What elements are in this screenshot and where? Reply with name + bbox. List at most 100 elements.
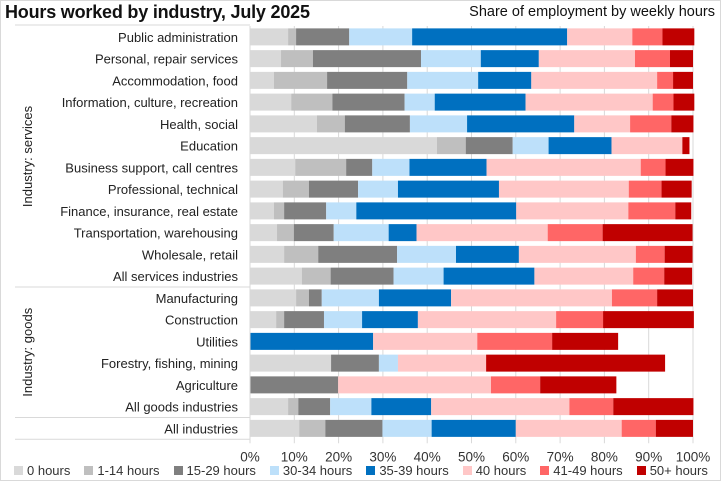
bar-segment [552,332,619,350]
bar-segment [630,115,672,133]
x-tick-label: 70% [547,449,574,464]
legend-swatch [540,466,550,475]
bar-segment [250,115,317,133]
bar-segment [477,332,553,350]
legend-item: 0 hours [14,463,70,478]
bar-segment [632,28,663,46]
legend: 0 hours 1-14 hours 15-29 hours 30-34 hours 3… [14,463,721,478]
bar-segment [436,137,466,155]
bar-segment [417,311,557,329]
bar-segment [657,71,674,89]
group-label: Industry: services [20,105,35,207]
bar-segment [296,28,350,46]
bar-segment [652,93,674,111]
bar-segment [331,354,379,372]
bar-segment [431,398,570,416]
bar-segment [281,50,313,68]
legend-label: 1-14 hours [97,463,160,478]
bar-segment [673,71,693,89]
bar-segment [409,115,468,133]
group-label: Industry: goods [20,307,35,396]
bar-segment [250,419,300,437]
legend-item: 1-14 hours [84,463,160,478]
bar-segment [407,71,479,89]
category-label: Agriculture [176,378,238,393]
bar-segment [397,354,487,372]
bar-segment [250,93,292,111]
legend-swatch [14,466,23,475]
bar-segment [661,180,692,198]
category-label: Business support, call centres [65,160,238,175]
bar-segment [675,202,692,220]
bar-segment [273,71,328,89]
bar-segment [250,245,285,263]
bar-segment [250,267,302,285]
legend-item: 15-29 hours [173,463,256,478]
legend-label: 35-39 hours [379,463,449,478]
category-label: Forestry, fishing, mining [101,356,238,371]
bar-segment [397,245,456,263]
bar-segment [478,71,532,89]
bar-segment [416,224,548,242]
bar-segment [431,419,516,437]
bar-segment [388,224,417,242]
bar-segment [611,289,658,307]
category-label: All industries [164,421,238,436]
bar-segment [534,267,634,285]
bar-segment [655,419,693,437]
bar-segment [325,419,383,437]
bar-segment [288,398,299,416]
bar-segment [298,398,331,416]
legend-label: 40 hours [475,463,527,478]
bar-segment [250,332,374,350]
legend-swatch [173,466,183,475]
bar-segment [633,267,665,285]
bar-segment [250,50,282,68]
legend-item: 30-34 hours [269,463,352,478]
bar-segment [611,137,683,155]
bar-segment [662,28,695,46]
x-tick-label: 100% [676,449,711,464]
category-label: Utilities [196,334,238,349]
category-label: Accommodation, food [112,73,238,88]
bar-segment [664,267,693,285]
bar-segment [250,289,297,307]
legend-swatch [636,466,646,475]
bar-segment [250,71,274,89]
bar-segment [451,289,612,307]
bar-segment [327,71,408,89]
bar-segment [330,398,372,416]
x-tick-label: 0% [240,449,260,464]
legend-swatch [84,466,94,475]
bar-segment [613,398,694,416]
bar-segment [486,354,666,372]
bar-segment [318,245,398,263]
bar-segment [338,376,491,394]
bar-segment [669,50,693,68]
bar-segment [250,354,332,372]
chart-title: Hours worked by industry, July 2025 [5,2,310,22]
bar-segment [295,158,347,176]
x-tick-label: 40% [414,449,441,464]
bar-segment [299,419,326,437]
category-label: Transportation, warehousing [74,226,238,241]
bar-segment [628,202,676,220]
bar-segment [574,115,631,133]
bar-segment [284,245,319,263]
x-tick-label: 60% [502,449,529,464]
legend-item: 50+ hours [636,463,708,478]
legend-label: 15-29 hours [186,463,256,478]
x-tick-label: 30% [369,449,396,464]
bar-segment [465,137,513,155]
bar-segment [277,224,294,242]
x-tick-label: 10% [281,449,308,464]
bar-segment [250,202,274,220]
bar-segment [301,267,331,285]
category-label: Personal, repair services [95,52,239,67]
bar-segment [540,376,617,394]
bar-segment [635,245,665,263]
legend-label: 41-49 hours [553,463,623,478]
bar-segment [346,158,373,176]
bar-segment [657,289,693,307]
bar-segment [250,376,339,394]
